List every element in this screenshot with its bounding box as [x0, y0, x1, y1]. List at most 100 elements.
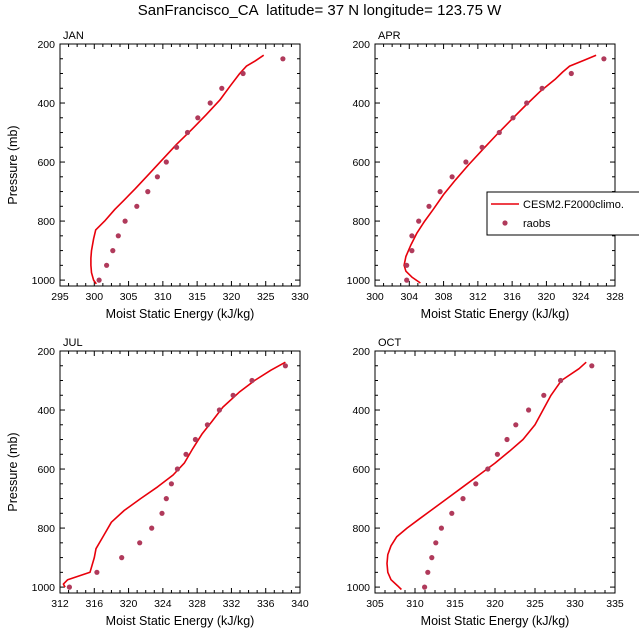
data-point-raobs [568, 70, 574, 77]
data-point-raobs [122, 218, 128, 224]
x-tick-label: 316 [503, 291, 521, 303]
figure-title: SanFrancisco_CA latitude= 37 N longitude… [137, 2, 502, 19]
y-tick-label: 600 [37, 157, 55, 169]
x-tick-label: 310 [406, 598, 424, 610]
x-tick-label: 325 [257, 291, 275, 303]
x-tick-label: 330 [566, 598, 584, 610]
x-tick-label: 316 [86, 598, 104, 610]
data-point-raobs [504, 436, 510, 443]
data-point-raobs [437, 189, 443, 195]
data-point-raobs [163, 159, 169, 165]
data-point-raobs [422, 584, 428, 590]
legend-swatch-dot [502, 220, 508, 226]
legend-box [486, 191, 639, 236]
data-point-raobs [119, 555, 125, 561]
data-point-raobs [219, 85, 225, 91]
x-tick-label: 305 [366, 598, 384, 610]
data-point-raobs [601, 56, 607, 62]
series-line-model [90, 54, 265, 285]
data-point-raobs [115, 233, 121, 239]
series-line-model [403, 54, 597, 284]
y-tick-label: 200 [352, 346, 370, 358]
x-tick-label: 330 [291, 291, 309, 303]
data-point-raobs [110, 248, 116, 254]
y-axis-label: Pressure (mb) [6, 432, 20, 511]
plot-frame-jul [59, 350, 301, 594]
data-point-raobs [280, 56, 286, 62]
x-tick-label: 295 [51, 291, 69, 303]
data-point-raobs [94, 569, 100, 575]
data-point-raobs [404, 262, 410, 268]
x-tick-label: 332 [223, 598, 241, 610]
y-tick-label: 600 [37, 464, 55, 476]
x-tick-label: 300 [86, 291, 104, 303]
data-point-raobs [204, 422, 210, 428]
x-tick-label: 325 [526, 598, 544, 610]
data-point-raobs [426, 203, 432, 209]
data-point-raobs [154, 174, 160, 180]
data-point-raobs [463, 159, 469, 165]
x-tick-label: 300 [366, 291, 384, 303]
data-point-raobs [104, 262, 110, 268]
y-tick-label: 800 [37, 216, 55, 228]
data-point-raobs [473, 481, 479, 487]
series-line-model [386, 361, 587, 591]
y-tick-label: 600 [352, 464, 370, 476]
y-tick-label: 1000 [347, 582, 371, 594]
data-point-raobs [174, 144, 180, 150]
data-point-raobs [282, 363, 288, 369]
x-tick-label: 304 [401, 291, 419, 303]
x-tick-label: 335 [606, 598, 624, 610]
y-tick-label: 400 [352, 98, 370, 110]
data-point-raobs [496, 129, 502, 136]
x-tick-label: 315 [188, 291, 206, 303]
y-tick-label: 800 [352, 216, 370, 228]
data-point-raobs [96, 277, 102, 283]
panel-title-apr: APR [378, 30, 401, 42]
data-point-raobs [192, 436, 198, 443]
y-tick-label: 1000 [32, 582, 56, 594]
panel-title-jan: JAN [63, 30, 84, 42]
data-point-raobs [460, 496, 466, 502]
data-point-raobs [485, 466, 491, 472]
data-point-raobs [589, 363, 595, 369]
data-point-raobs [558, 377, 564, 384]
panel-apr: 300 304 308 312 316 320 324 328 200 400 600 800 1000… [347, 30, 624, 321]
data-point-raobs [526, 407, 532, 413]
plot-frame-jan [59, 43, 301, 287]
data-point-raobs [539, 85, 545, 91]
data-point-raobs [195, 115, 201, 121]
legend-label: raobs [523, 218, 551, 230]
data-point-raobs [409, 248, 415, 254]
y-tick-label: 800 [352, 523, 370, 535]
x-axis-label: Moist Static Energy (kJ/kg) [106, 614, 255, 628]
y-tick-label: 1000 [32, 275, 56, 287]
legend-label: CESM2.F2000climo. [523, 199, 624, 211]
data-point-raobs [409, 233, 415, 239]
x-tick-label: 305 [120, 291, 138, 303]
legend: CESM2.F2000climo. raobs [486, 191, 639, 236]
data-point-raobs [168, 481, 174, 487]
y-tick-label: 200 [352, 39, 370, 51]
x-tick-label: 308 [435, 291, 453, 303]
x-axis-label: Moist Static Energy (kJ/kg) [421, 614, 570, 628]
panel-jul: 312 316 320 324 328 332 336 340 200 400 600 800 1000… [6, 337, 309, 628]
x-tick-label: 312 [51, 598, 69, 610]
y-tick-label: 1000 [347, 275, 371, 287]
series-line-model [62, 361, 286, 588]
x-tick-label: 315 [446, 598, 464, 610]
x-tick-label: 340 [291, 598, 309, 610]
x-axis-label: Moist Static Energy (kJ/kg) [421, 307, 570, 321]
data-point-raobs [479, 144, 485, 150]
y-tick-label: 400 [352, 405, 370, 417]
y-tick-label: 400 [37, 405, 55, 417]
data-point-raobs [145, 189, 151, 195]
panel-oct: 305 310 315 320 325 330 335 200 400 600 800 1000 OCT… [347, 337, 624, 628]
data-point-raobs [494, 451, 500, 457]
data-point-raobs [134, 203, 140, 209]
data-point-raobs [404, 277, 410, 283]
y-tick-label: 800 [37, 523, 55, 535]
data-point-raobs [433, 540, 439, 546]
data-point-raobs [149, 525, 155, 531]
data-point-raobs [137, 540, 143, 546]
